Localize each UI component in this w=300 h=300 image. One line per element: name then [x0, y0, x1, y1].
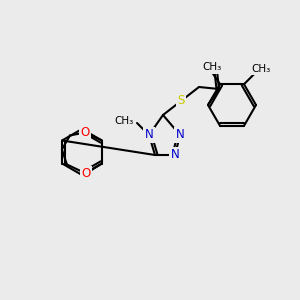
Text: CH₃: CH₃	[115, 116, 134, 126]
Text: O: O	[81, 167, 91, 180]
Text: O: O	[80, 126, 89, 139]
Text: CH₃: CH₃	[202, 62, 222, 72]
Text: N: N	[171, 148, 179, 161]
Text: O: O	[212, 59, 220, 73]
Text: S: S	[177, 94, 185, 107]
Text: CH₃: CH₃	[251, 64, 271, 74]
Text: N: N	[176, 128, 184, 142]
Text: N: N	[145, 128, 153, 142]
